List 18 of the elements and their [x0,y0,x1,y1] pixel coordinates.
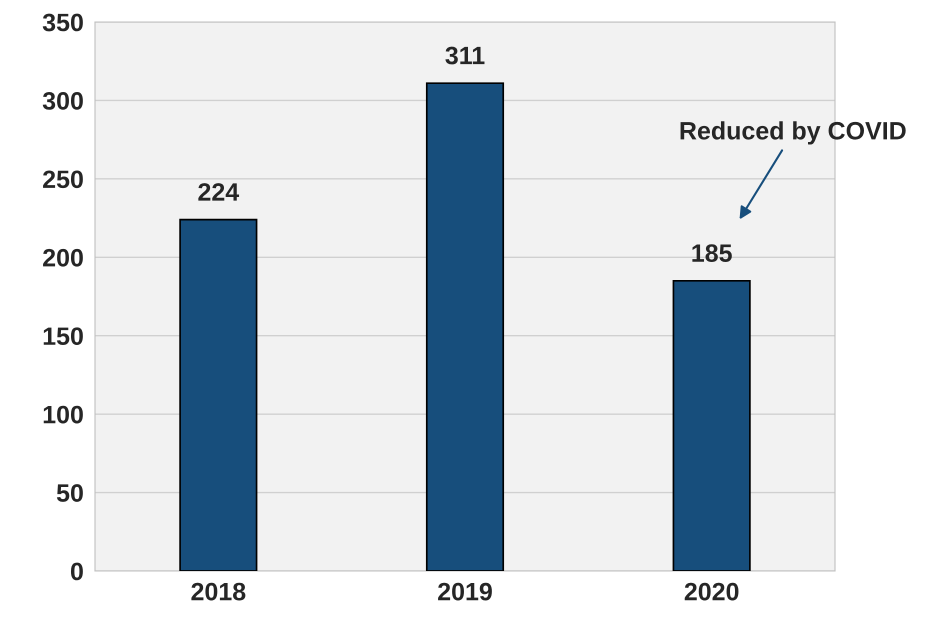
y-tick-label: 350 [42,14,83,32]
data-label: 311 [445,46,484,64]
x-tick-label: 2018 [191,582,246,600]
y-tick-label: 250 [43,170,83,188]
bar [179,218,258,571]
y-tick-label: 300 [42,92,83,110]
annotation: Reduced by COVID [680,121,906,145]
data-label: 185 [692,244,732,262]
y-tick-label: 0 [70,562,83,580]
data-label: 224 [198,183,240,201]
x-tick-label: 2020 [684,582,738,600]
y-tick-label: 50 [56,484,83,502]
bar [426,82,504,571]
y-tick-label: 150 [44,327,83,346]
y-tick-label: 200 [43,248,83,267]
y-tick-label: 100 [44,406,83,424]
bar [672,280,751,571]
x-tick-label: 2019 [438,582,492,600]
